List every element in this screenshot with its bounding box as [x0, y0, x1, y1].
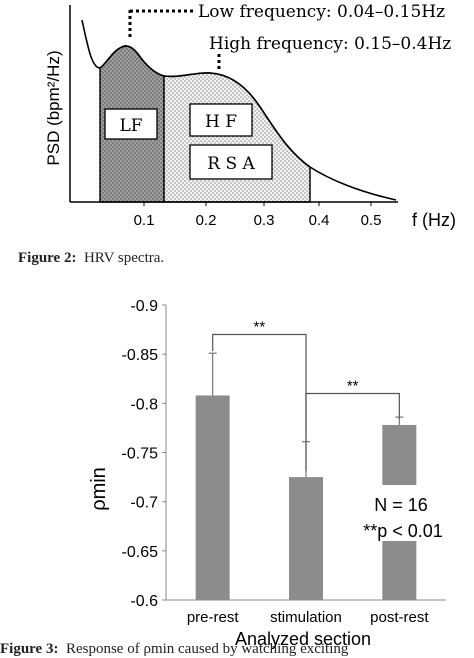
annotation-background — [350, 485, 450, 541]
significance-label: ** — [347, 378, 359, 395]
sample-size-annotation: N = 16 — [374, 495, 428, 515]
y-tick-label: -0.7 — [130, 495, 158, 512]
rsa-label-box — [189, 144, 273, 180]
psd-curve — [81, 19, 397, 201]
y-tick-label: -0.75 — [122, 446, 159, 463]
figure-2-caption-separator: : — [71, 250, 77, 266]
x-tick-label: 0.3 — [254, 212, 275, 229]
x-tick-label: 0.1 — [134, 212, 155, 229]
x-axis-title: Analyzed section — [235, 629, 371, 649]
y-tick-label: -0.85 — [122, 347, 159, 364]
significance-bracket — [305, 392, 400, 440]
rho-min-bar-chart: -0.9 -0.85 -0.8 -0.75 -0.7 -0.65 -0.6 pre-rest… — [88, 298, 450, 649]
figure-2-caption: Figure 2: HRV spectra. — [18, 250, 164, 267]
y-tick-label: -0.65 — [122, 544, 159, 561]
figure-3-caption-text: Response of ρmin caused by watching exci… — [65, 641, 349, 657]
x-axis-label: f (Hz) — [412, 210, 456, 230]
y-ticks: -0.9 -0.85 -0.8 -0.75 -0.7 -0.65 -0.6 — [122, 298, 166, 610]
significance-brackets: ** ** — [212, 319, 400, 472]
y-tick-label: -0.6 — [130, 593, 158, 610]
bar — [195, 395, 230, 600]
x-tick-label: pre-rest — [187, 609, 240, 626]
bar — [289, 477, 323, 600]
hf-band-area — [163, 72, 311, 203]
p-value-annotation: **p < 0.01 — [363, 521, 443, 541]
lf-label: LF — [119, 116, 142, 136]
hrv-spectrum-figure: Low frequency: 0.04–0.15Hz High frequenc… — [44, 2, 456, 230]
rsa-label: R S A — [207, 154, 255, 174]
x-tick-label: 0.4 — [309, 212, 330, 229]
x-tick-labels: pre-rest stimulation post-rest — [187, 609, 430, 626]
x-ticks: 0.1 0.2 0.3 0.4 0.5 — [134, 202, 382, 229]
lf-label-box — [104, 108, 158, 140]
figure-2-caption-label: Figure 2 — [18, 250, 72, 266]
x-tick-label: 0.2 — [196, 212, 217, 229]
significance-label: ** — [253, 319, 265, 336]
figure-2-caption-text: HRV spectra. — [83, 250, 165, 266]
x-tick-label: post-rest — [370, 609, 429, 626]
y-tick-label: -0.8 — [130, 396, 158, 413]
x-tick-label: 0.5 — [361, 212, 382, 229]
y-axis-label-text: ρmin — [88, 467, 110, 511]
low-frequency-label: Low frequency: 0.04–0.15Hz — [198, 2, 445, 22]
x-tick-label: stimulation — [270, 609, 342, 626]
high-frequency-label: High frequency: 0.15–0.4Hz — [209, 34, 451, 54]
figure-3-caption-separator: : — [53, 641, 59, 657]
figure-3-caption: Figure 3: Response of ρmin caused by wat… — [0, 641, 348, 658]
hf-label: H F — [205, 112, 237, 132]
y-axis-label: ρmin — [88, 467, 110, 511]
y-axis-label: PSD (bpm²/Hz) — [44, 50, 63, 165]
figure-3-caption-label: Figure 3 — [0, 641, 54, 657]
hf-label-box — [189, 103, 253, 137]
y-tick-label: -0.9 — [130, 298, 158, 315]
